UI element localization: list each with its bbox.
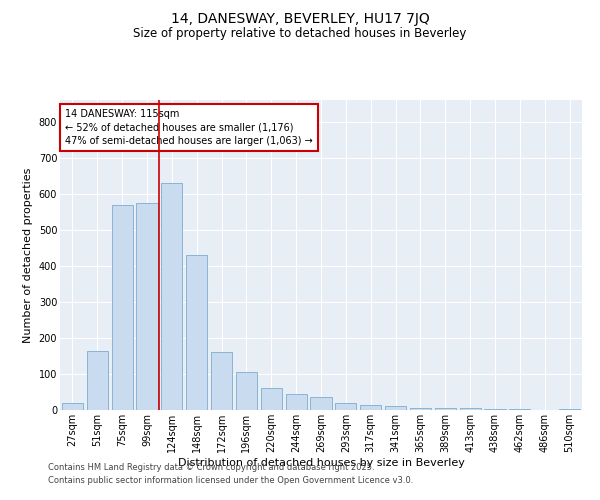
Bar bbox=[310, 398, 332, 410]
Text: 14, DANESWAY, BEVERLEY, HU17 7JQ: 14, DANESWAY, BEVERLEY, HU17 7JQ bbox=[170, 12, 430, 26]
Text: 14 DANESWAY: 115sqm
← 52% of detached houses are smaller (1,176)
47% of semi-det: 14 DANESWAY: 115sqm ← 52% of detached ho… bbox=[65, 110, 313, 146]
Bar bbox=[112, 204, 133, 410]
Y-axis label: Number of detached properties: Number of detached properties bbox=[23, 168, 33, 342]
Text: Contains HM Land Registry data © Crown copyright and database right 2025.: Contains HM Land Registry data © Crown c… bbox=[48, 464, 374, 472]
Bar bbox=[87, 350, 108, 410]
Bar bbox=[286, 394, 307, 410]
Bar bbox=[161, 183, 182, 410]
Bar bbox=[335, 403, 356, 410]
Bar bbox=[460, 408, 481, 410]
Bar bbox=[410, 408, 431, 410]
Bar bbox=[62, 403, 83, 410]
Text: Contains public sector information licensed under the Open Government Licence v3: Contains public sector information licen… bbox=[48, 476, 413, 485]
Text: Size of property relative to detached houses in Beverley: Size of property relative to detached ho… bbox=[133, 28, 467, 40]
Bar bbox=[385, 406, 406, 410]
Bar bbox=[211, 352, 232, 410]
Bar bbox=[236, 372, 257, 410]
Bar bbox=[360, 404, 381, 410]
Bar bbox=[435, 408, 456, 410]
X-axis label: Distribution of detached houses by size in Beverley: Distribution of detached houses by size … bbox=[178, 458, 464, 468]
Bar bbox=[261, 388, 282, 410]
Bar bbox=[186, 255, 207, 410]
Bar bbox=[136, 202, 158, 410]
